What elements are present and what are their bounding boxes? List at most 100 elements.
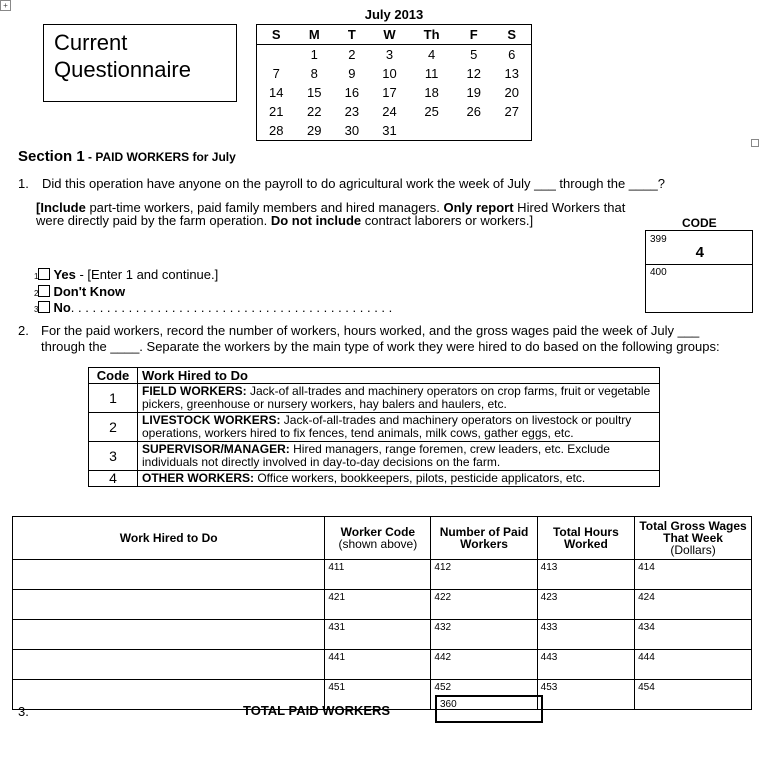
calendar-date: 13 [504, 66, 519, 81]
checkbox[interactable] [38, 268, 51, 280]
entry-cell[interactable]: 421 [324, 589, 432, 620]
q2-line1: For the paid workers, record the number … [41, 323, 700, 338]
checkbox[interactable] [38, 301, 51, 313]
option-2[interactable]: 2 Don't Know [34, 284, 392, 302]
calendar-date: 24 [382, 104, 397, 119]
calendar-date: 23 [344, 104, 360, 119]
work-hired-cell[interactable] [11, 619, 326, 650]
calendar-date: 31 [382, 123, 397, 138]
resize-handle[interactable] [751, 139, 759, 147]
work-description: LIVESTOCK WORKERS: Jack-of-all-trades an… [137, 412, 660, 442]
workers-table: Work Hired to Do Worker Code (shown above)… [11, 516, 752, 710]
calendar-date: 7 [272, 66, 280, 81]
entry-cell[interactable]: 413 [536, 559, 636, 590]
option-note: - [Enter 1 and continue.] [75, 267, 219, 282]
q1-number: 1. [18, 176, 29, 191]
calendar-date [257, 45, 296, 65]
col-work: Work Hired to Do [137, 367, 660, 384]
calendar-date: 19 [466, 85, 481, 100]
entry-cell[interactable]: 441 [324, 649, 432, 680]
calendar-week: 14 15 16 17 18 19 20 [257, 83, 532, 102]
total-label: TOTAL PAID WORKERS [243, 703, 391, 718]
title-box: Current Questionnaire [43, 24, 237, 102]
entry-cell[interactable]: 411 [324, 559, 432, 590]
table-row: 431 432 433 434 [11, 619, 752, 650]
entry-cell[interactable]: 452 [430, 679, 538, 710]
work-code-table: Code Work Hired to Do 1 FIELD WORKERS: Jac… [88, 367, 660, 487]
col-code: Code [88, 367, 138, 384]
calendar-date: 18 [424, 85, 439, 100]
option-number: 3 [34, 305, 39, 314]
calendar-date: 14 [268, 85, 284, 100]
entry-cell[interactable]: 451 [324, 679, 432, 710]
code-360: 360 [440, 699, 457, 710]
calendar-date: 1 [310, 47, 318, 62]
entry-cell[interactable]: 442 [430, 649, 538, 680]
entry-cell[interactable]: 454 [634, 679, 752, 710]
entry-cell[interactable]: 444 [634, 649, 752, 680]
calendar-week: 21 22 23 24 25 26 27 [257, 102, 532, 121]
calendar-day-header: S [492, 24, 532, 45]
entry-cell[interactable]: 422 [430, 589, 538, 620]
calendar-date [408, 121, 455, 141]
work-hired-cell[interactable] [11, 589, 326, 620]
work-description: OTHER WORKERS: Office workers, bookkeepe… [137, 470, 660, 487]
checkbox[interactable] [38, 284, 51, 297]
workers-col-header: Worker Code (shown above) [324, 516, 432, 560]
code-row: 4 OTHER WORKERS: Office workers, bookkeep… [88, 470, 660, 487]
q2-line2: through the ____. Separate the workers b… [41, 339, 720, 354]
code-399-value[interactable]: 4 [695, 244, 704, 261]
calendar-date: 17 [382, 85, 397, 100]
code-400: 400 [650, 267, 667, 278]
calendar-week: 1 2 3 4 5 6 [257, 45, 532, 65]
entry-cell[interactable]: 424 [634, 589, 752, 620]
entry-cell[interactable]: 433 [536, 619, 636, 650]
calendar-date: 10 [382, 66, 397, 81]
code-cell: 4 [88, 470, 138, 487]
calendar-date: 8 [310, 66, 318, 81]
q2-number: 2. [18, 323, 29, 338]
title-line1: Current [54, 30, 128, 55]
title-line2: Questionnaire [54, 57, 191, 82]
entry-cell[interactable]: 443 [536, 649, 636, 680]
table-row: 421 422 423 424 [11, 589, 752, 620]
calendar-date [493, 121, 532, 141]
option-3[interactable]: 3 No. . . . . . . . . . . . . . . . . . .… [34, 300, 392, 318]
calendar-day-header: Th [408, 24, 455, 45]
table-row: 441 442 443 444 [11, 649, 752, 680]
calendar-day-header: S [256, 24, 296, 45]
entry-cell[interactable]: 453 [536, 679, 636, 710]
entry-cell[interactable]: 434 [634, 619, 752, 650]
workers-col-header: Total Gross Wages That Week (Dollars) [634, 516, 752, 560]
option-1[interactable]: 1 Yes - [Enter 1 and continue.] [34, 267, 392, 285]
code-label: CODE [682, 216, 717, 230]
entry-cell[interactable]: 432 [430, 619, 538, 650]
table-row: 451 452 453 454 [11, 679, 752, 710]
calendar-date: 26 [466, 104, 481, 119]
section-title: Section 1 - PAID WORKERS for July [18, 148, 236, 165]
work-hired-cell[interactable] [11, 649, 326, 680]
calendar-date: 30 [344, 123, 360, 138]
entry-cell[interactable]: 423 [536, 589, 636, 620]
entry-cell[interactable]: 412 [430, 559, 538, 590]
calendar-date: 4 [428, 47, 436, 62]
code-row: 3 SUPERVISOR/MANAGER: Hired managers, ran… [88, 441, 660, 471]
work-description: FIELD WORKERS: Jack-of all-trades and ma… [137, 383, 660, 413]
calendar-day-header: T [333, 24, 371, 45]
workers-col-header: Work Hired to Do [11, 516, 326, 560]
calendar-date: 15 [307, 85, 322, 100]
calendar-date: 3 [385, 47, 394, 62]
q1-options: 1 Yes - [Enter 1 and continue.] 2 Don't Kno… [34, 267, 392, 318]
code-cell: 3 [88, 441, 138, 471]
move-handle-icon[interactable]: + [0, 0, 11, 11]
calendar-day-header: M [295, 24, 334, 45]
work-hired-cell[interactable] [11, 559, 326, 590]
option-number: 1 [34, 272, 39, 281]
entry-cell[interactable]: 431 [324, 619, 432, 650]
total-paid-workers-field[interactable]: 360 [435, 695, 543, 723]
work-hired-cell[interactable] [11, 679, 326, 710]
entry-cell[interactable]: 414 [634, 559, 752, 590]
calendar-date: 6 [508, 47, 516, 62]
workers-col-header: Total Hours Worked [536, 516, 636, 560]
option-label: No [53, 300, 71, 315]
